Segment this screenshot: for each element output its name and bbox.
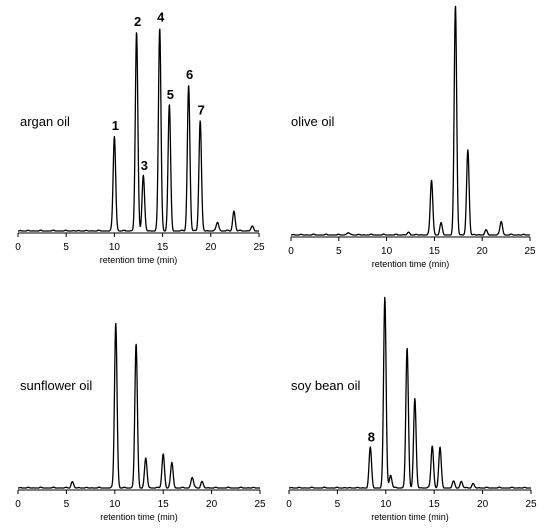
peak-label-8: 8 [368,430,375,445]
x-tick-label: 0 [288,246,294,257]
chromatogram-trace [17,28,260,232]
chart-panel-soy-bean-oil: 0 5 10 15 20 25 retention time (min) soy bean o… [275,266,550,532]
chromatogram-trace [290,5,531,236]
x-tick-label: 20 [477,246,489,257]
x-tick-label: 25 [253,242,265,253]
x-tick-label: 20 [206,499,218,510]
peak-label-6: 6 [186,67,193,82]
panel-title: soy bean oil [291,378,360,393]
chromatogram-trace [288,296,532,489]
x-tick-label: 5 [336,246,342,257]
x-axis-title: retention time (min) [371,512,449,522]
peak-label-5: 5 [167,87,174,102]
peak-label-1: 1 [112,118,119,133]
x-tick-label: 15 [429,499,441,510]
chromatogram-soy-bean-oil: 0 5 10 15 20 25 retention time (min) soy bean o… [286,296,537,522]
x-tick-label: 25 [254,499,266,510]
peak-label-3: 3 [141,158,148,173]
x-tick-label: 0 [286,499,292,510]
x-tick-label: 0 [15,242,21,253]
x-tick-label: 10 [380,499,392,510]
x-axis-title: retention time (min) [100,255,178,265]
panel-title: argan oil [20,114,70,129]
peak-label-4: 4 [157,10,165,25]
x-tick-label: 10 [109,242,121,253]
x-tick-label: 15 [157,242,169,253]
x-tick-label: 5 [64,499,70,510]
peak-label-7: 7 [198,103,205,118]
x-tick-label: 20 [205,242,217,253]
x-tick-label: 10 [381,246,393,257]
x-tick-label: 5 [63,242,69,253]
panel-title: sunflower oil [20,378,92,393]
panel-title: olive oil [291,114,334,129]
chart-panel-argan-oil: 0 5 10 15 20 25 retention time (min) argan oil 1… [0,0,275,266]
chromatogram-sunflower-oil: 0 5 10 15 20 25 retention time (min) sunflower … [15,322,266,522]
x-axis-title: retention time (min) [372,259,450,269]
chromatogram-olive-oil: 0 5 10 15 20 25 retention time (min) olive oil [288,5,536,269]
x-tick-label: 5 [335,499,341,510]
x-tick-label: 15 [429,246,441,257]
chart-panel-sunflower-oil: 0 5 10 15 20 25 retention time (min) sunflower … [0,266,275,532]
x-tick-label: 25 [525,499,537,510]
x-tick-label: 0 [15,499,21,510]
x-tick-label: 25 [524,246,536,257]
chromatogram-trace [17,322,261,489]
x-tick-label: 20 [477,499,489,510]
x-axis-title: retention time (min) [100,512,178,522]
chart-panel-olive-oil: 0 5 10 15 20 25 retention time (min) olive oil [275,0,550,269]
peak-label-2: 2 [134,14,141,29]
x-tick-label: 10 [109,499,121,510]
x-tick-label: 15 [158,499,170,510]
